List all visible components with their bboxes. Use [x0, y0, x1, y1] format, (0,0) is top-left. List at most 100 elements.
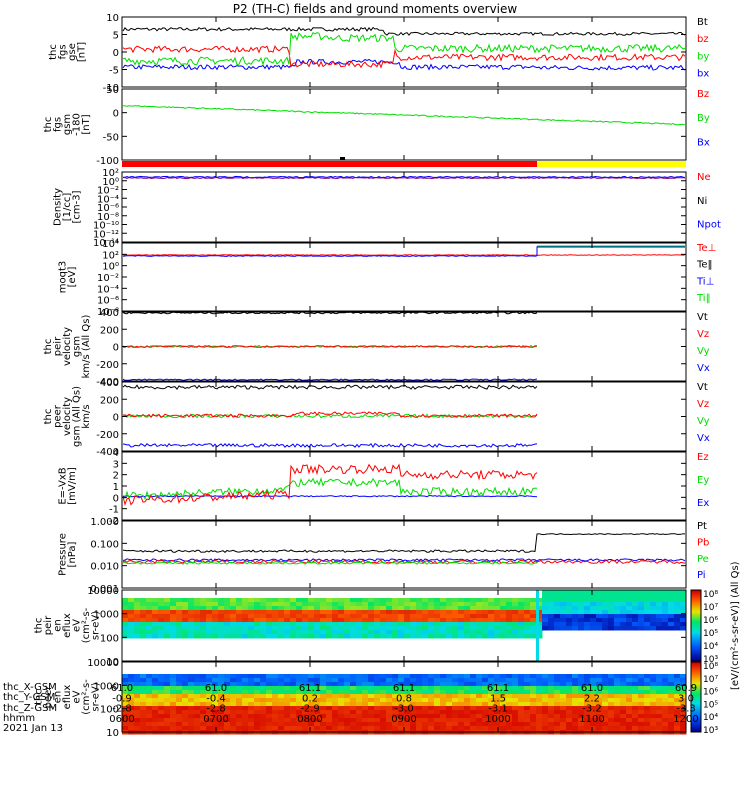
ytick-label-fgs_gsm: 50: [106, 85, 119, 96]
ylabel-peer_v: km/s: [81, 404, 92, 428]
footer-label-z: thc_Z-GSM: [3, 702, 58, 714]
footer-value: 1100: [579, 714, 604, 725]
legend-peir_v-Vy: Vy: [697, 346, 710, 357]
ylabel-peir_v: gsm: [72, 336, 83, 357]
ytick-label-peir_v: -400: [96, 377, 119, 388]
footer-value: 3.0: [678, 693, 694, 704]
colorbar-peer_spec: [691, 662, 701, 733]
series-Ex: [122, 495, 538, 498]
ytick-label-peer_v: 0: [113, 413, 119, 424]
ylabel-fgs: thc: [48, 44, 59, 60]
footer-value: 0700: [203, 714, 228, 725]
ylabel-fgs_gsm: thc: [43, 117, 54, 133]
footer-label-hhmm: hhmm: [3, 712, 36, 724]
plot-title: P2 (TH-C) fields and ground moments over…: [232, 2, 518, 16]
footer-value: 0800: [297, 714, 322, 725]
colorbar-tick: 10³: [703, 726, 718, 736]
footer-value: 61.0: [205, 683, 227, 694]
spectrogram-spike: [536, 590, 539, 661]
ytick-label-fgs: 10: [106, 13, 119, 24]
footer-value: 61.1: [299, 683, 321, 694]
ytick-label-density: 10⁻⁴: [97, 194, 119, 205]
ytick-label-fgs_gsm: -100: [96, 156, 119, 167]
ytick-label-density: 10⁻¹⁰: [93, 221, 119, 232]
legend-fgs-by: by: [697, 51, 709, 62]
ytick-label-peir_v: -200: [96, 360, 119, 371]
legend-peir_v-Vx: Vx: [697, 363, 710, 374]
colorbar-tick: 10⁸: [703, 662, 718, 672]
footer-value: 0600: [109, 714, 134, 725]
ylabel-peir_spec: (cm²-s-: [81, 607, 92, 643]
colorbar-tick: 10⁸: [703, 590, 718, 600]
ylabel-peer_spec: sr-eV): [91, 682, 102, 711]
colorbar-tick: 10⁶: [703, 616, 718, 626]
legend-peer_v-Vx: Vx: [697, 433, 710, 444]
footer-value: 1.5: [490, 693, 506, 704]
ylabel-density: Density: [53, 188, 64, 226]
ylabel-temp: [eV]: [67, 267, 78, 288]
legend-efield-Ex: Ex: [697, 498, 709, 509]
series-By: [122, 105, 686, 126]
legend-fgs-Bt: Bt: [697, 17, 708, 28]
date-label: 2021 Jan 13: [3, 723, 63, 735]
ylabel-peer_spec: peer: [43, 685, 54, 709]
ytick-label-pressure: 1.000: [90, 517, 119, 528]
footer-label-x: thc_X-GSM: [3, 682, 57, 693]
legend-peer_v-Vt: Vt: [697, 382, 708, 393]
ytick-label-density: 10⁻¹²: [93, 229, 119, 240]
panel-frame-density: [121, 171, 687, 243]
ytick-label-efield: 0: [113, 493, 119, 504]
ylabel-peir_v: km/s (All Qs): [81, 315, 92, 379]
footer-value: 61.0: [111, 683, 133, 694]
ylabel-efield: E=-VxB: [57, 467, 68, 504]
colorbar-tick: 10⁷: [703, 603, 718, 613]
footer-row-labels: thc_X-GSM thc_Y-GSM thc_Z-GSM hhmm 2021 …: [3, 682, 63, 735]
legend-density-Ni: Ni: [697, 196, 707, 207]
series-Pi: [122, 558, 686, 562]
ylabel-peer_spec: en: [53, 691, 64, 704]
ylabel-peir_spec: thc: [34, 618, 45, 634]
ylabel-peer_spec: eflux: [62, 685, 73, 710]
ytick-label-peir_spec: 100: [100, 633, 119, 644]
ylabel-fgs_gsm: fgs: [53, 117, 64, 132]
legend-peir_v-Vz: Vz: [697, 329, 709, 340]
ytick-label-peir_spec: 10000: [87, 586, 119, 597]
ylabel-peir_spec: peir: [43, 615, 54, 635]
ylabel-density: [1/cc]: [62, 193, 73, 222]
footer-value: -3.3: [676, 704, 696, 715]
ylabel-fgs_gsm: [nT]: [81, 114, 92, 134]
legend-fgs-bx: bx: [697, 69, 709, 80]
ylabel-peer_spec: eV: [72, 690, 83, 703]
ytick-label-density: 10⁻²: [97, 186, 119, 197]
ytick-label-efield: 2: [113, 471, 119, 482]
colorbar-tick: 10⁴: [703, 642, 718, 652]
ylabel-fgs: gse: [67, 43, 78, 61]
series-Ez: [122, 463, 538, 506]
ytick-label-temp: 10⁻⁸: [97, 307, 119, 318]
legend-density-Ne: Ne: [697, 172, 711, 183]
ytick-label-pressure: 0.001: [90, 584, 119, 595]
legend-fgs_gsm-By: By: [697, 113, 710, 124]
ytick-label-efield: -2: [109, 516, 119, 527]
series-Teperp: [122, 254, 686, 256]
series-bz: [122, 45, 686, 69]
ytick-label-fgs: 5: [113, 31, 119, 42]
ytick-label-peer_spec: 10000: [87, 658, 119, 669]
ylabel-peir_spec: eflux: [62, 613, 73, 638]
footer-value: -2.8: [112, 704, 132, 715]
footer-value: -3.1: [488, 704, 508, 715]
footer-value: 0.8: [396, 693, 412, 704]
footer-value: 2.2: [584, 693, 600, 704]
ytick-label-peer_spec: 10: [106, 728, 119, 739]
ytick-label-peer_spec: 100: [100, 705, 119, 716]
series-Bt: [122, 26, 686, 36]
footer-value: -0.4: [206, 693, 226, 704]
ylabel-pressure: Pressure: [57, 533, 68, 576]
ytick-label-peir_spec: 1000: [94, 610, 119, 621]
colorbar-tick: 10⁵: [703, 700, 718, 710]
series-Tipar: [536, 246, 685, 256]
legend-pressure-Pe: Pe: [697, 554, 709, 565]
ytick-label-temp: 10⁴: [102, 239, 119, 250]
ytick-label-peir_v: 0: [113, 343, 119, 354]
